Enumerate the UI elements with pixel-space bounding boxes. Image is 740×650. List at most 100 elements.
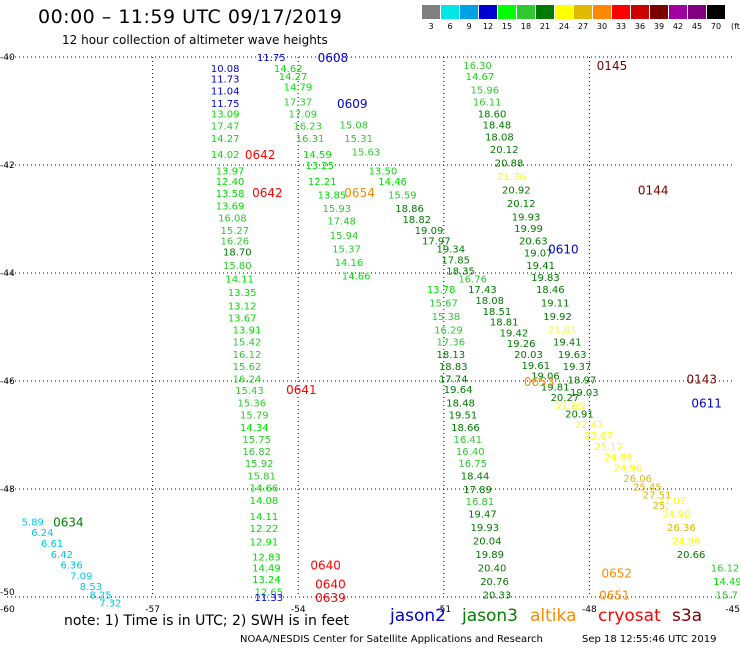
wave-height-value: 18.08: [475, 296, 504, 307]
wave-height-value: 20.92: [502, 185, 531, 196]
scale-label: 27: [577, 22, 589, 31]
wave-height-value: 10.08: [211, 64, 240, 75]
wave-height-value: 6.24: [31, 528, 53, 539]
wave-height-value: 14.59: [303, 150, 332, 161]
wave-height-value: 15.31: [344, 134, 373, 145]
wave-height-value: 15.7: [716, 590, 738, 601]
wave-height-value: 17.43: [468, 285, 497, 296]
wave-height-value: 17.85: [441, 256, 470, 267]
wave-height-value: 26.36: [667, 523, 696, 534]
wave-height-value: 16.12: [711, 563, 740, 574]
pass-time-label: 0654: [344, 186, 375, 200]
pass-time-label: 0640: [315, 578, 346, 592]
wave-height-value: 13.91: [233, 326, 262, 337]
wave-height-value: 15.96: [470, 85, 499, 96]
y-tick-label: -46: [0, 377, 15, 387]
scale-label: 39: [653, 22, 665, 31]
wave-height-value: 21.61: [548, 326, 577, 337]
wave-height-value: 14.49: [252, 563, 281, 574]
wave-height-value: 15.42: [233, 338, 262, 349]
wave-height-value: 15.94: [330, 231, 359, 242]
pass-time-label: 0642: [252, 186, 283, 200]
wave-height-value: 24.96: [672, 536, 701, 547]
wave-height-value: 11.75: [211, 99, 240, 110]
pass-time-label: 0610: [548, 243, 579, 257]
wave-height-value: 14.79: [284, 83, 313, 94]
wave-height-value: 17.09: [288, 110, 317, 121]
wave-height-value: 25.: [652, 501, 668, 512]
pass-time-label: 0642: [245, 148, 276, 162]
wave-height-value: 11.73: [211, 75, 240, 86]
wave-height-value: 15.67: [429, 299, 458, 310]
wave-height-value: 20.27: [551, 393, 580, 404]
wave-height-value: 19.41: [526, 261, 555, 272]
satellite-legend-jason2: jason2: [390, 606, 446, 626]
wave-height-value: 18.46: [536, 285, 565, 296]
scale-swatch: [555, 5, 573, 19]
wave-height-value: 18.70: [223, 247, 252, 258]
y-tick-label: -42: [0, 161, 15, 171]
scale-swatch: [422, 5, 440, 19]
scale-swatch: [574, 5, 592, 19]
wave-height-value: 20.12: [507, 199, 536, 210]
wave-height-value: 20.03: [514, 350, 543, 361]
wave-height-value: 20.88: [495, 158, 524, 169]
wave-height-value: 20.63: [519, 237, 548, 248]
pass-time-label: 0653: [524, 375, 555, 389]
wave-height-value: 17.47: [211, 122, 240, 133]
satellite-legend-cryosat: cryosat: [598, 606, 661, 626]
wave-height-value: 18.13: [437, 350, 466, 361]
wave-height-value: 18.35: [446, 266, 475, 277]
wave-height-value: 13.25: [305, 161, 334, 172]
wave-height-value: 15.08: [339, 121, 368, 132]
pass-time-labels: 0608 0609 0610 0611 0634 0642 0642 0641 0640 0640…: [53, 51, 722, 605]
wave-height-value: 12.22: [250, 524, 279, 535]
scale-label: 36: [634, 22, 646, 31]
scale-label: 3: [428, 22, 434, 31]
wave-height-value: 16.11: [473, 97, 502, 108]
wave-height-value: 6.42: [51, 550, 73, 561]
wave-height-value: 23.67: [585, 431, 614, 442]
wave-height-value: 14.16: [335, 258, 364, 269]
wave-height-value: 6.61: [41, 539, 63, 550]
scale-swatch: [441, 5, 459, 19]
wave-height-value: 16.30: [463, 61, 492, 72]
wave-height-value: 19.93: [512, 212, 541, 223]
wave-height-value: 20.91: [565, 409, 594, 420]
wave-height-value: 19.51: [449, 410, 478, 421]
wave-height-value: 12.21: [308, 177, 337, 188]
x-tick-label: -51: [436, 605, 451, 615]
scale-label: 9: [466, 22, 472, 31]
wave-height-value: 19.11: [541, 299, 570, 310]
wave-height-value: 16.81: [466, 497, 495, 508]
wave-height-value: 14.11: [250, 512, 279, 523]
x-tick-label: -60: [0, 605, 15, 615]
wave-height-value: 13.12: [228, 301, 257, 312]
pass-time-label: 0640: [310, 559, 341, 573]
wave-height-value: 15.93: [322, 204, 351, 215]
wave-height-value: 11.75: [257, 53, 286, 64]
wave-height-value: 19.26: [507, 339, 536, 350]
wave-height-value: 17.97: [422, 237, 451, 248]
scale-swatch: [612, 5, 630, 19]
wave-height-value: 19.07: [524, 248, 553, 259]
chart-title: 00:00 – 11:59 UTC 09/17/2019: [38, 6, 343, 28]
scale-label: 70: [710, 22, 722, 31]
wave-height-value: 21.85: [555, 401, 584, 412]
pass-time-label: 0145: [597, 59, 628, 73]
wave-height-value: 16.24: [233, 374, 262, 385]
wave-height-value: 16.08: [218, 213, 247, 224]
pass-time-label: 0651: [599, 588, 630, 602]
wave-height-value: 18.83: [439, 362, 468, 373]
scale-swatch: [650, 5, 668, 19]
wave-height-value: 24.96: [614, 463, 643, 474]
wave-height-value: 24.86: [604, 453, 633, 464]
wave-height-value: 17.48: [327, 217, 356, 228]
wave-height-value: 15.38: [432, 312, 461, 323]
wave-height-value: 15.62: [233, 362, 262, 373]
wave-height-value: 14.34: [240, 423, 269, 434]
wave-height-value: 15.92: [245, 459, 274, 470]
wave-height-value: 12.83: [252, 553, 281, 564]
wave-height-value: 16.23: [293, 122, 322, 133]
scale-swatch: [498, 5, 516, 19]
